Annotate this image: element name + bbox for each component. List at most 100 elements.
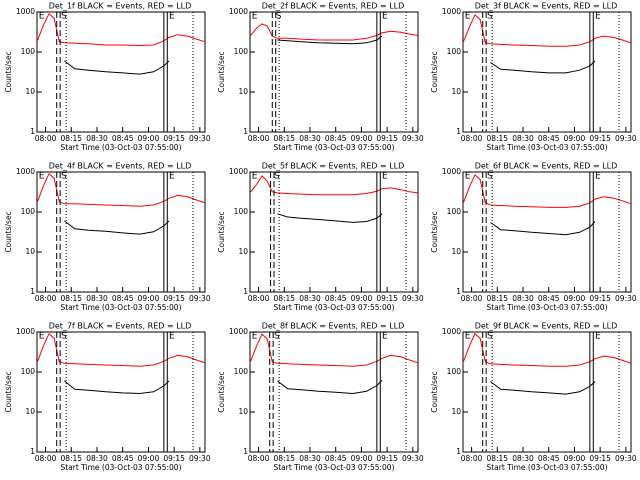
chart-title: Det_6f BLACK = Events, RED = LLD [475,162,618,171]
y-tick-label: 100 [234,207,249,216]
data-line [64,60,170,75]
marker-label: E [169,12,175,22]
y-tick-label: 100 [234,47,249,56]
chart-title: Det_4f BLACK = Events, RED = LLD [49,162,192,171]
data-line [490,221,596,236]
y-tick-label: 10 [238,407,248,416]
plot-frame [36,171,206,293]
x-tick-label: 09:30 [189,134,211,143]
x-tick-label: 08:30 [512,294,534,303]
plot-frame [462,171,632,293]
x-tick-label: 08:15 [486,134,508,143]
y-tick-label: 1000 [229,327,248,336]
y-tick-label: 10 [451,247,461,256]
y-tick-label: 100 [21,47,36,56]
x-tick-label: 08:30 [512,134,534,143]
plot-frame [249,171,419,293]
x-axis-label: Start Time (03-Oct-03 07:55:00) [273,303,394,312]
x-tick-label: 09:15 [589,294,611,303]
x-tick-label: 09:00 [138,454,160,463]
x-tick-label: 08:45 [325,294,347,303]
plot-frame [249,11,419,133]
y-tick-label: 100 [21,367,36,376]
y-tick-label: 1000 [16,327,35,336]
x-tick-label: 08:15 [60,294,82,303]
marker-label: S [487,172,493,182]
x-tick-label: 08:45 [112,134,134,143]
y-tick-label: 10 [25,87,35,96]
x-tick-label: 08:15 [60,134,82,143]
y-axis-label: Counts/sec [4,371,13,412]
panel: Det_4f BLACK = Events, RED = LLD Start Ti… [4,162,211,313]
y-tick-label: 1 [456,127,461,136]
x-tick-label: 08:00 [461,134,483,143]
y-axis-label: Counts/sec [4,51,13,92]
chart-title: Det_5f BLACK = Events, RED = LLD [262,162,405,171]
plot-frame [36,331,206,453]
marker-label: S [61,332,67,342]
marker-label: E [39,12,45,22]
x-tick-label: 08:30 [86,454,108,463]
data-line [36,332,206,367]
chart-title: Det_9f BLACK = Events, RED = LLD [475,322,618,331]
data-line [64,380,170,395]
y-tick-label: 100 [447,367,462,376]
x-axis-label: Start Time (03-Oct-03 07:55:00) [486,143,607,152]
y-tick-label: 1000 [16,167,35,176]
x-tick-label: 09:30 [189,454,211,463]
y-tick-label: 1 [243,127,248,136]
y-tick-label: 1 [456,287,461,296]
x-tick-label: 08:45 [538,134,560,143]
y-tick-label: 1000 [229,7,248,16]
marker-label: S [61,172,67,182]
y-tick-label: 1 [30,447,35,456]
y-tick-label: 1000 [442,7,461,16]
y-axis-label: Counts/sec [217,211,226,252]
y-tick-label: 1000 [229,167,248,176]
y-tick-label: 10 [238,87,248,96]
x-tick-label: 08:30 [86,134,108,143]
x-tick-label: 09:15 [163,134,185,143]
x-tick-label: 09:30 [615,294,637,303]
y-tick-label: 10 [451,87,461,96]
x-tick-label: 09:15 [589,454,611,463]
marker-label: E [169,172,175,182]
y-axis-label: Counts/sec [430,371,439,412]
data-line [249,333,419,367]
x-tick-label: 09:30 [189,294,211,303]
x-tick-label: 08:00 [35,454,57,463]
x-tick-label: 09:00 [351,454,373,463]
y-axis-label: Counts/sec [430,51,439,92]
marker-label: E [595,332,601,342]
y-tick-label: 10 [25,407,35,416]
x-tick-label: 09:30 [402,294,424,303]
x-tick-label: 08:00 [248,134,270,143]
x-tick-label: 08:15 [273,454,295,463]
panel: Det_5f BLACK = Events, RED = LLD Start Ti… [217,162,424,313]
data-line [277,379,383,395]
marker-label: E [382,332,388,342]
marker-label: E [39,172,45,182]
x-tick-label: 08:30 [512,454,534,463]
x-tick-label: 08:45 [325,134,347,143]
y-tick-label: 1000 [442,167,461,176]
x-tick-label: 08:00 [35,294,57,303]
x-tick-label: 08:15 [273,134,295,143]
chart-title: Det_1f BLACK = Events, RED = LLD [49,2,192,11]
x-tick-label: 08:30 [299,134,321,143]
marker-label: E [169,332,175,342]
y-tick-label: 100 [447,47,462,56]
plot-frame [249,331,419,453]
data-line [490,381,596,395]
x-tick-label: 08:45 [538,294,560,303]
x-tick-label: 09:15 [376,454,398,463]
x-tick-label: 08:45 [538,454,560,463]
marker-label: S [276,12,282,22]
marker-label: S [274,172,280,182]
x-tick-label: 08:45 [112,454,134,463]
y-axis-label: Counts/sec [217,51,226,92]
marker-label: S [487,12,493,22]
x-axis-label: Start Time (03-Oct-03 07:55:00) [273,143,394,152]
x-tick-label: 09:00 [138,134,160,143]
